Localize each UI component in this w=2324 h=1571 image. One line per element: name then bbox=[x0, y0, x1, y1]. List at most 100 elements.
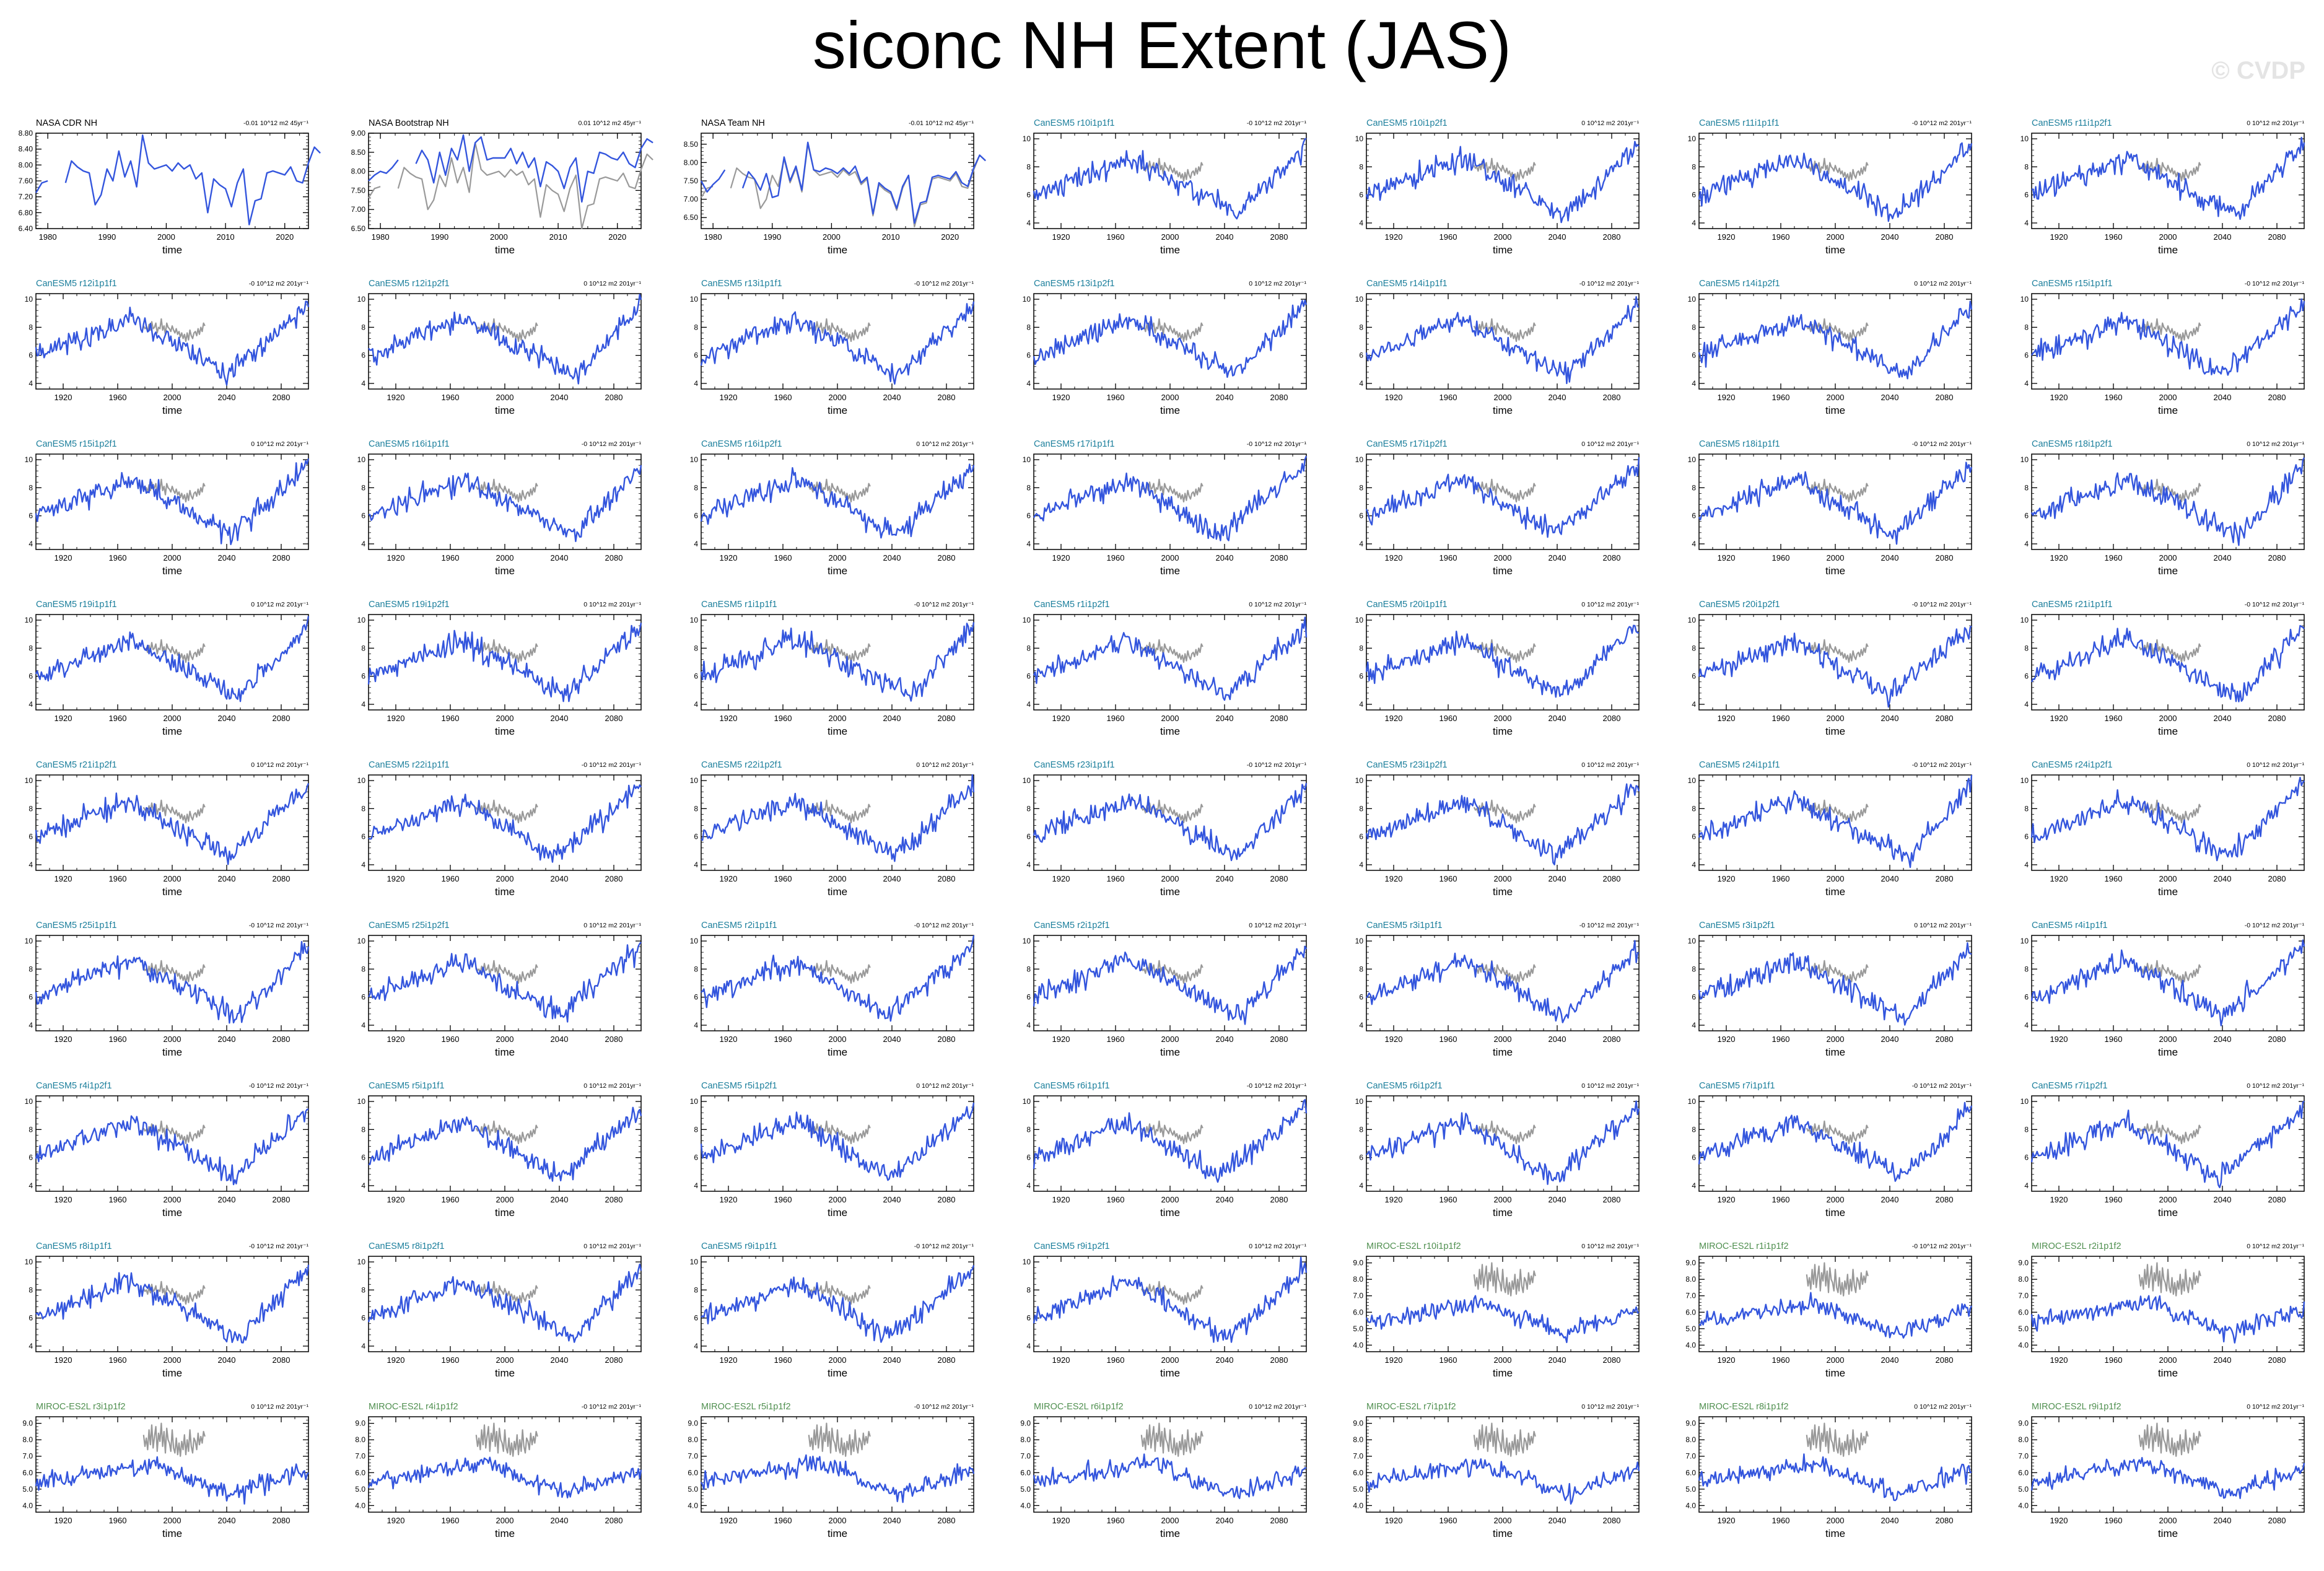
x-tick-label: 2000 bbox=[496, 1035, 514, 1044]
y-tick-label: 6 bbox=[1692, 993, 1696, 1002]
panel-trend: -0 10^12 m2 201yr⁻¹ bbox=[1247, 120, 1307, 127]
panel-frame bbox=[2031, 453, 2305, 550]
y-tick-label: 4 bbox=[28, 860, 33, 869]
x-axis-label: time bbox=[828, 725, 847, 737]
y-tick-label: 4 bbox=[28, 700, 33, 709]
obs-series-line bbox=[808, 799, 871, 824]
x-tick-label: 2000 bbox=[829, 874, 847, 883]
y-tick-label: 8 bbox=[1692, 162, 1696, 171]
obs-series-line bbox=[1473, 639, 1536, 663]
x-tick-label: 2040 bbox=[551, 714, 569, 723]
obs-series-line bbox=[2138, 318, 2201, 343]
x-tick-label: 1920 bbox=[720, 393, 738, 402]
y-tick-label: 8.00 bbox=[351, 167, 366, 176]
panel-trend: -0 10^12 m2 201yr⁻¹ bbox=[2245, 601, 2305, 608]
x-tick-label: 2040 bbox=[1216, 1035, 1234, 1044]
x-tick-label: 2040 bbox=[1216, 874, 1234, 883]
obs-series-line bbox=[1140, 478, 1204, 503]
panel-trend: 0 10^12 m2 201yr⁻¹ bbox=[1581, 761, 1639, 769]
y-tick-label: 8 bbox=[1359, 804, 1363, 813]
panel-trend: 0 10^12 m2 201yr⁻¹ bbox=[1914, 922, 1972, 929]
x-tick-label: 2000 bbox=[1161, 874, 1179, 883]
x-tick-label: 1920 bbox=[1385, 393, 1403, 402]
x-tick-label: 1960 bbox=[442, 393, 460, 402]
model-series-line bbox=[35, 616, 310, 702]
y-tick-label: 6 bbox=[1692, 351, 1696, 360]
model-series-line bbox=[1365, 624, 1639, 698]
x-tick-label: 2040 bbox=[2214, 393, 2232, 402]
x-axis-label: time bbox=[2158, 886, 2178, 898]
x-tick-label: 2080 bbox=[1936, 232, 1954, 242]
x-tick-label: 2000 bbox=[2159, 393, 2177, 402]
y-tick-label: 8 bbox=[694, 644, 698, 652]
x-tick-label: 2000 bbox=[1161, 393, 1179, 402]
y-tick-label: 10 bbox=[1023, 937, 1031, 945]
y-tick-label: 6 bbox=[361, 351, 365, 360]
y-tick-label: 8 bbox=[28, 1125, 33, 1134]
panel-frame bbox=[368, 1095, 642, 1192]
y-tick-label: 4 bbox=[1026, 700, 1031, 709]
y-tick-label: 10 bbox=[690, 295, 699, 304]
x-tick-label: 1960 bbox=[1772, 714, 1790, 723]
model-series-line bbox=[1698, 462, 1973, 545]
x-axis-label: time bbox=[1160, 886, 1180, 898]
x-tick-label: 2040 bbox=[1216, 714, 1234, 723]
x-tick-label: 1980 bbox=[704, 232, 722, 242]
y-tick-label: 6 bbox=[1692, 672, 1696, 681]
x-tick-label: 2000 bbox=[164, 553, 181, 562]
x-tick-label: 2040 bbox=[1216, 393, 1234, 402]
x-tick-label: 1920 bbox=[720, 874, 738, 883]
x-tick-label: 2040 bbox=[1881, 232, 1899, 242]
panel-trend: -0 10^12 m2 201yr⁻¹ bbox=[1247, 761, 1307, 769]
y-tick-label: 8 bbox=[1692, 644, 1696, 652]
panel-title: CanESM5 r24i1p2f1 bbox=[2032, 760, 2113, 770]
x-tick-label: 1920 bbox=[2050, 874, 2068, 883]
x-tick-label: 1920 bbox=[387, 393, 405, 402]
y-tick-label: 6 bbox=[361, 512, 365, 520]
ensemble-panel-15: CanESM5 r17i1p2f1 0 10^12 m2 201yr⁻¹ 1920 1… bbox=[1355, 439, 1640, 577]
x-axis-label: time bbox=[162, 1207, 182, 1219]
ensemble-panel-22: CanESM5 r20i1p1f1 0 10^12 m2 201yr⁻¹ 1920 1… bbox=[1355, 600, 1640, 737]
x-tick-label: 2000 bbox=[157, 232, 175, 242]
y-tick-label: 8 bbox=[1026, 965, 1031, 973]
panel-frame bbox=[1698, 293, 1972, 390]
x-tick-label: 2000 bbox=[2159, 714, 2177, 723]
y-tick-label: 6 bbox=[361, 672, 365, 681]
y-tick-label: 8 bbox=[2024, 965, 2029, 973]
panel-trend: 0 10^12 m2 201yr⁻¹ bbox=[2247, 120, 2304, 127]
panel-title: CanESM5 r25i1p2f1 bbox=[369, 921, 450, 930]
x-tick-label: 1980 bbox=[372, 232, 390, 242]
ensemble-panel-10: CanESM5 r15i1p1f1 -0 10^12 m2 201yr⁻¹ 1920… bbox=[2020, 279, 2305, 416]
x-tick-label: 1990 bbox=[430, 232, 448, 242]
x-tick-label: 2000 bbox=[496, 714, 514, 723]
x-tick-label: 2080 bbox=[605, 1035, 623, 1044]
y-tick-label: 10 bbox=[690, 1097, 699, 1106]
model-series-line bbox=[1366, 940, 1640, 1023]
y-tick-label: 4 bbox=[1026, 219, 1031, 227]
x-axis-label: time bbox=[495, 725, 515, 737]
x-tick-label: 2080 bbox=[2268, 232, 2286, 242]
panel-trend: 0 10^12 m2 201yr⁻¹ bbox=[1581, 601, 1639, 608]
panel-title: CanESM5 r3i1p2f1 bbox=[1699, 921, 1775, 930]
y-tick-label: 8 bbox=[2024, 323, 2029, 331]
y-tick-label: 8 bbox=[694, 323, 698, 331]
x-tick-label: 1920 bbox=[2050, 393, 2068, 402]
x-tick-label: 2040 bbox=[1549, 393, 1566, 402]
x-tick-label: 2000 bbox=[1161, 1035, 1179, 1044]
x-tick-label: 1990 bbox=[763, 232, 781, 242]
x-tick-label: 2080 bbox=[1936, 874, 1954, 883]
y-tick-label: 10 bbox=[2020, 134, 2029, 143]
x-tick-label: 2020 bbox=[941, 232, 959, 242]
panel-title: CanESM5 r1i1p1f1 bbox=[701, 600, 777, 610]
y-tick-label: 10 bbox=[25, 1097, 33, 1106]
y-tick-label: 6.80 bbox=[19, 208, 33, 217]
x-tick-label: 2080 bbox=[2268, 874, 2286, 883]
y-tick-label: 8 bbox=[1026, 323, 1031, 331]
x-tick-label: 2080 bbox=[605, 553, 623, 562]
x-tick-label: 1920 bbox=[1718, 714, 1736, 723]
x-axis-label: time bbox=[2158, 405, 2178, 416]
panel-trend: 0.01 10^12 m2 45yr⁻¹ bbox=[578, 120, 641, 127]
x-tick-label: 1960 bbox=[442, 1195, 460, 1204]
y-tick-label: 10 bbox=[357, 937, 366, 945]
y-tick-label: 7.60 bbox=[19, 177, 33, 185]
